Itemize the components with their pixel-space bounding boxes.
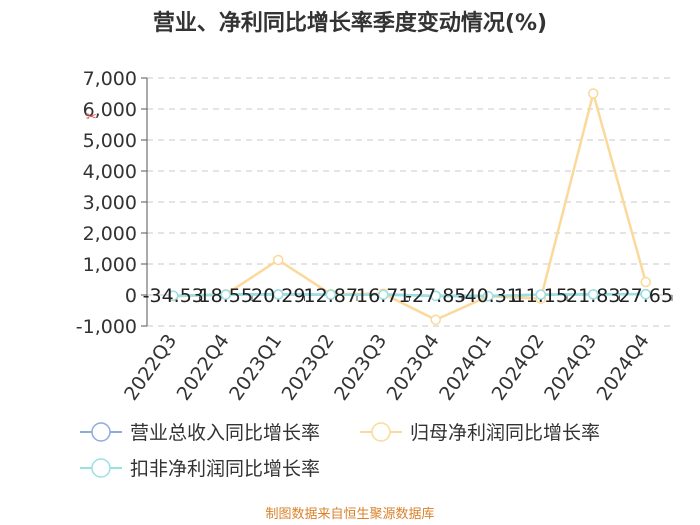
series-lines: ✂	[86, 88, 651, 326]
y-tick-label: 5,000	[83, 130, 137, 152]
source-note: 制图数据来自恒生聚源数据库	[265, 506, 434, 522]
data-point	[640, 288, 651, 300]
x-tick-label: 2023Q1	[225, 330, 286, 404]
data-point	[430, 314, 441, 326]
series-line	[173, 88, 647, 322]
data-point	[588, 88, 599, 99]
legend-marker	[91, 458, 111, 478]
data-point	[168, 290, 179, 301]
data-label: 11.15	[514, 285, 568, 307]
legend-label: 营业总收入同比增长率	[130, 422, 320, 444]
y-tick-label: 1,000	[83, 254, 137, 276]
data-point	[220, 289, 231, 300]
legend-marker	[91, 422, 111, 442]
y-tick-label: 6,000	[83, 99, 137, 121]
data-point	[325, 289, 336, 300]
data-label: -34.53	[143, 285, 204, 307]
data-label: 21.83	[566, 285, 620, 307]
x-tick-label: 2023Q4	[383, 330, 444, 404]
x-tick-label: 2022Q3	[120, 330, 181, 404]
legend-marker	[371, 422, 391, 442]
data-label: 27.65	[619, 285, 673, 307]
data-label: 16.71	[356, 285, 410, 307]
y-tick-label: -1,000	[76, 316, 137, 338]
data-point	[273, 289, 284, 300]
y-tick-label: 0	[125, 285, 137, 307]
data-point	[588, 289, 599, 300]
x-tick-label: 2022Q4	[173, 330, 234, 404]
y-axis: 7,000 6,000 5,000 4,000 3,000 2,000 1,000 0 -1,0…	[76, 68, 148, 338]
data-point	[483, 290, 494, 302]
x-tick-label: 2023Q2	[278, 330, 339, 404]
legend-label: 扣非净利润同比增长率	[130, 458, 320, 480]
legend-label: 归母净利润同比增长率	[410, 422, 600, 444]
x-tick-label: 2024Q3	[540, 330, 601, 404]
chart-title: 营业、净利同比增长率季度变动情况(%)	[153, 10, 547, 36]
data-label: 12.87	[304, 285, 358, 307]
y-tick-label: 7,000	[83, 68, 137, 90]
data-point	[273, 254, 284, 266]
data-label: 18.55	[199, 285, 253, 307]
data-label: -40.31	[458, 285, 519, 307]
scissors-icon: ✂	[86, 110, 97, 125]
x-tick-label: 2024Q2	[488, 330, 549, 404]
series-line	[173, 292, 646, 298]
data-point	[378, 289, 389, 300]
data-point	[640, 276, 651, 288]
x-axis: 2022Q32022Q42023Q12023Q22023Q32023Q42024…	[120, 295, 673, 405]
y-tick-label: 3,000	[83, 192, 137, 214]
y-tick-label: 2,000	[83, 223, 137, 245]
data-point	[430, 290, 441, 302]
data-label: -27.85	[405, 285, 466, 307]
x-tick-label: 2024Q4	[593, 330, 654, 404]
x-tick-label: 2024Q1	[435, 330, 496, 404]
data-labels: -34.5318.5520.2912.8716.71-27.85-40.3111…	[143, 285, 673, 307]
y-tick-label: 4,000	[83, 161, 137, 183]
x-tick-label: 2023Q3	[330, 330, 391, 404]
data-point	[535, 289, 546, 300]
data-label: 20.29	[251, 285, 305, 307]
